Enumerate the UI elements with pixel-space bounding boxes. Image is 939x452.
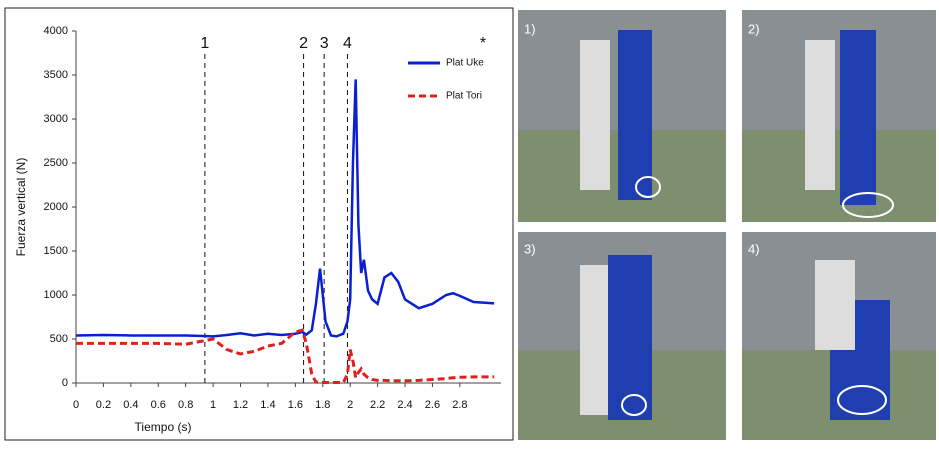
- figure-shape: [840, 30, 876, 205]
- highlight: [635, 176, 661, 198]
- event-label: 2: [299, 35, 308, 52]
- legend-label: Plat Tori: [446, 91, 482, 102]
- x-tick-label: 0.6: [151, 399, 166, 411]
- chart-frame: [4, 7, 514, 441]
- y-tick-label: 3000: [44, 113, 68, 125]
- highlight: [621, 394, 647, 416]
- photos: [518, 10, 936, 440]
- x-tick-label: 1: [210, 399, 216, 411]
- figure-shape: [608, 255, 652, 420]
- event-label: 4: [343, 35, 352, 52]
- x-tick-label: 1.4: [260, 399, 275, 411]
- photo-label: 1): [524, 21, 536, 36]
- x-tick-label: 0.2: [96, 399, 111, 411]
- x-tick-label: 0: [73, 399, 79, 411]
- x-tick-label: 1.6: [288, 399, 303, 411]
- figure-shape: [815, 260, 855, 350]
- event-label: 1: [200, 35, 209, 52]
- photo: [518, 232, 726, 440]
- y-axis-title: Fuerza vertical (N): [14, 158, 28, 257]
- x-tick-label: 0.4: [123, 399, 138, 411]
- photo-label: 4): [748, 241, 760, 256]
- x-tick-label: 2.4: [397, 399, 412, 411]
- photo: [742, 10, 936, 222]
- annotation: *: [480, 35, 486, 52]
- y-tick-label: 4000: [44, 25, 68, 37]
- x-tick-label: 1.8: [315, 399, 330, 411]
- photo: [518, 10, 726, 222]
- x-tick-label: 0.8: [178, 399, 193, 411]
- figure-shape: [580, 40, 610, 190]
- figure-shape: [618, 30, 652, 200]
- photo-label: 2): [748, 21, 760, 36]
- legend-label: Plat Uke: [446, 58, 484, 69]
- y-tick-label: 1500: [44, 245, 68, 257]
- figure-shape: [580, 265, 608, 415]
- x-tick-label: 2.2: [370, 399, 385, 411]
- y-tick-label: 1000: [44, 289, 68, 301]
- y-tick-label: 500: [50, 333, 68, 345]
- y-tick-label: 2000: [44, 201, 68, 213]
- x-tick-label: 2: [347, 399, 353, 411]
- x-tick-label: 2.6: [425, 399, 440, 411]
- x-tick-label: 2.8: [452, 399, 467, 411]
- highlight: [842, 192, 894, 218]
- floor: [742, 130, 936, 222]
- photo-label: 3): [524, 241, 536, 256]
- y-tick-label: 3500: [44, 69, 68, 81]
- series-line: [76, 328, 495, 385]
- event-label: 3: [320, 35, 329, 52]
- photo: [742, 232, 936, 440]
- y-tick-label: 0: [62, 377, 68, 389]
- series-line: [75, 79, 495, 338]
- y-tick-label: 2500: [44, 157, 68, 169]
- figure-shape: [805, 40, 835, 190]
- x-tick-label: 1.2: [233, 399, 248, 411]
- x-axis-title: Tiempo (s): [135, 420, 192, 434]
- highlight: [837, 385, 887, 415]
